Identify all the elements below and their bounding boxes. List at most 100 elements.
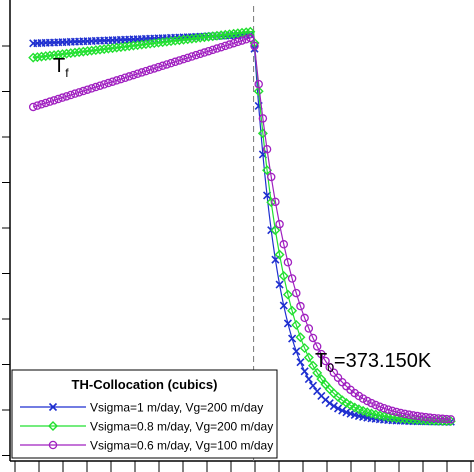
series-3-marker — [383, 405, 393, 414]
series-3-marker — [91, 82, 101, 92]
series-1-marker — [279, 301, 288, 310]
series-2-marker — [437, 416, 448, 426]
series-2-marker — [132, 40, 143, 51]
series-3-marker — [104, 78, 113, 88]
series-3-marker — [292, 288, 301, 298]
series-3-marker — [83, 85, 92, 94]
series-1-marker — [288, 334, 297, 343]
series-3-marker — [388, 406, 397, 416]
series-2-marker — [303, 352, 314, 363]
legend-marker — [48, 402, 58, 412]
series-1-marker — [292, 347, 301, 356]
series-3-marker — [446, 415, 456, 424]
series-3-marker — [241, 34, 251, 44]
series-2-marker — [433, 415, 444, 426]
series-2-marker — [191, 33, 202, 44]
series-3-marker — [87, 84, 96, 93]
series-3-marker — [166, 58, 176, 68]
series-3-marker — [413, 411, 422, 421]
series-2-marker — [90, 45, 101, 56]
series-3-marker — [400, 409, 410, 419]
series-1-marker — [275, 280, 284, 289]
series-3-marker — [41, 98, 50, 108]
series-3-marker — [283, 258, 293, 267]
series-1-marker — [338, 406, 347, 415]
series-2-marker — [174, 35, 185, 46]
series-2-marker — [170, 35, 181, 46]
series-3-marker — [237, 36, 247, 45]
series-2-marker — [57, 49, 68, 60]
series-2-marker — [107, 43, 118, 54]
series-3-marker — [175, 56, 184, 65]
series-1-marker — [304, 375, 313, 384]
t0-annotation: T0=373.150K — [315, 350, 432, 375]
series-2-marker — [32, 52, 43, 63]
series-3-marker — [45, 97, 55, 106]
series-2-marker — [211, 30, 222, 41]
series-3-marker — [225, 40, 234, 49]
series-3-marker — [195, 49, 205, 59]
legend-label: Vsigma=1 m/day, Vg=200 m/day — [90, 401, 263, 415]
series-3-marker — [49, 96, 59, 105]
series-2-marker — [266, 197, 277, 208]
series-3-marker — [375, 402, 385, 411]
series-2-marker — [207, 31, 218, 42]
series-2-marker — [28, 52, 39, 63]
series-3-marker — [233, 37, 243, 47]
series-3-marker — [325, 362, 334, 372]
series-3-line — [33, 36, 451, 420]
series-3-marker — [312, 342, 322, 351]
series-2-marker — [257, 128, 268, 139]
series-3-marker — [408, 411, 418, 420]
series-2-marker — [120, 41, 131, 52]
series-2-marker — [65, 48, 76, 59]
series-3-marker — [95, 81, 105, 90]
series-3-marker — [108, 77, 117, 86]
series-2-marker — [49, 50, 60, 61]
series-3-marker — [158, 61, 167, 71]
series-3-marker — [275, 219, 284, 229]
legend-title: TH-Collocation (cubics) — [72, 377, 218, 392]
series-3-marker — [124, 72, 134, 81]
series-2-marker — [69, 47, 80, 58]
series-3-marker — [333, 373, 343, 382]
series-3-marker — [434, 414, 443, 423]
series-1-marker — [325, 399, 334, 408]
series-3-marker — [66, 90, 76, 100]
series-3-marker — [216, 42, 226, 52]
series-3-marker — [262, 145, 272, 154]
series-3-marker — [442, 414, 451, 424]
series-3-marker — [112, 76, 121, 85]
series-2-marker — [287, 305, 298, 316]
series-2-marker — [232, 28, 243, 39]
series-2-marker — [161, 36, 172, 47]
series-3-marker — [208, 45, 218, 55]
series-3-marker — [150, 64, 159, 73]
series-2-marker — [61, 48, 72, 59]
series-3-marker — [187, 52, 197, 61]
series-3-marker — [137, 68, 147, 77]
series-3-marker — [404, 410, 414, 419]
series-1-marker — [308, 381, 318, 390]
series-2-marker — [333, 392, 344, 403]
series-2-marker — [308, 360, 318, 371]
series-2-marker — [74, 47, 85, 58]
series-2-marker — [182, 34, 193, 45]
series-3-marker — [254, 79, 263, 89]
series-2-marker — [316, 374, 327, 385]
series-3-marker — [417, 412, 426, 421]
series-3-marker — [200, 48, 209, 57]
series-3-marker — [204, 46, 213, 56]
legend-entries: Vsigma=1 m/day, Vg=200 m/day Vsigma=0.8 m… — [20, 401, 273, 453]
series-2-marker — [128, 40, 139, 51]
series-2-marker — [245, 26, 256, 37]
series-2-marker — [82, 46, 93, 57]
legend-entry-2: Vsigma=0.8 m/day, Vg=200 m/day — [20, 420, 273, 434]
series-2-marker — [282, 289, 293, 300]
series-2-marker — [291, 319, 302, 330]
series-2-marker — [278, 270, 289, 281]
series-2-marker — [195, 32, 206, 43]
tf-annotation: Tf — [53, 55, 69, 80]
series-1-marker — [283, 319, 293, 328]
